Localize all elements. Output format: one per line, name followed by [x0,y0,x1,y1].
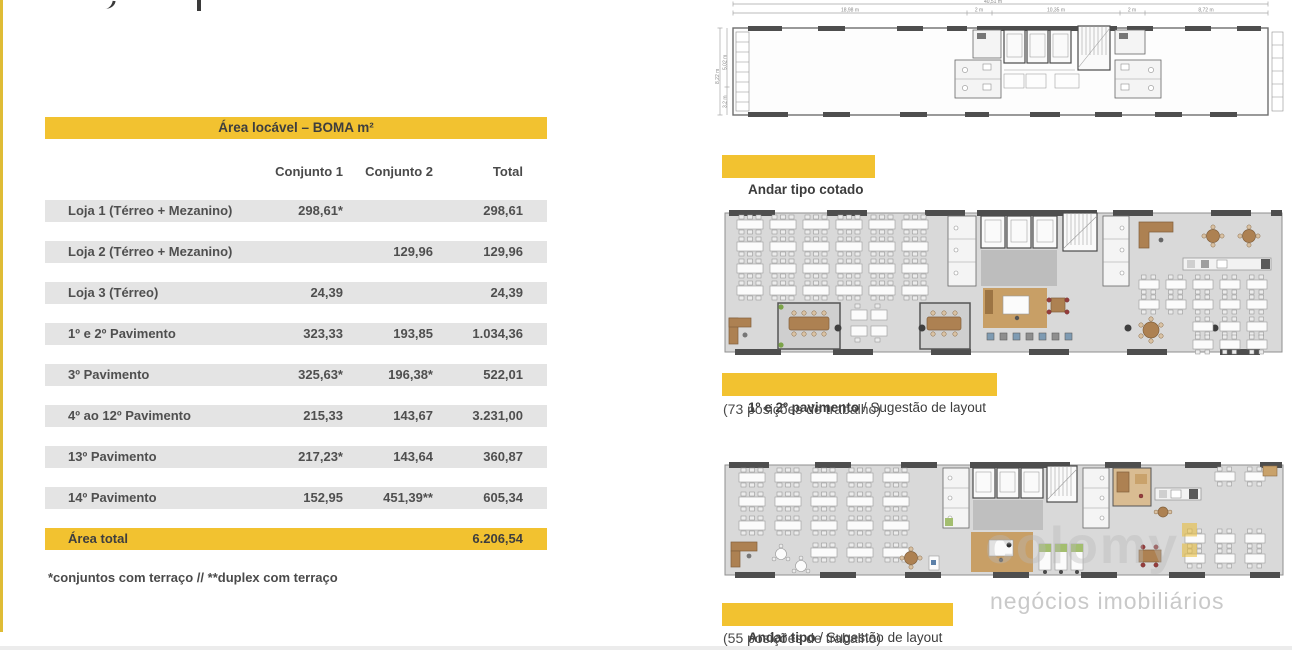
facade-piers [748,26,1261,117]
svg-text:5,02 m: 5,02 m [723,55,729,70]
table-row: Loja 3 (Térreo) 24,39 24,39 [45,282,547,304]
core-rooms [1003,69,1080,89]
small-desk-cluster [850,303,888,343]
table-row: 4º ao 12º Pavimento 215,33 143,67 3.231,… [45,405,547,427]
column-header-total: Total [492,164,523,179]
svg-text:18,98 m: 18,98 m [841,8,859,14]
open-plan-desks-right [1184,465,1278,569]
core [947,212,1130,341]
meeting-room [919,302,971,350]
column-header-conjunto2: Conjunto 2 [365,164,433,179]
core [954,25,1162,99]
plan-label-andar-tipo-cotado: Andar tipo cotado [722,155,875,197]
green-benches [1038,543,1084,574]
kitchen-counter [1153,487,1202,518]
elevator-lobby [973,500,1043,530]
small-meeting-table [1046,297,1070,315]
table-row: 3º Pavimento 325,63* 196,38* 522,01 [45,364,547,386]
stairwell [1046,465,1078,503]
waiting-chairs [986,332,1073,341]
dimension-lines: 40,51 m 18,98 m 2 m 10,35 m 2 m 8,72 m 8… [715,0,1269,116]
elevator-bank [1003,29,1072,64]
floor-plan-layout-tipo [724,462,1284,578]
watermark-tagline: negócios imobiliários [990,588,1225,614]
core [942,465,1152,574]
table-total-row: Área total 6.206,54 [45,528,547,550]
round-meeting-table [1138,316,1164,344]
bottom-edge-strip [0,646,1292,650]
facade-piers [729,462,1282,578]
cafe-tables [771,543,940,574]
table-row: Loja 1 (Térreo + Mezanino) 298,61* 298,6… [45,200,547,222]
svg-text:3,2 m: 3,2 m [723,95,729,108]
watermark-brand: colomy [985,516,1200,576]
column-header-conjunto1: Conjunto 1 [275,164,343,179]
table-row: 13º Pavimento 217,23* 143,64 360,87 [45,446,547,468]
elevator-bank [972,467,1044,499]
meeting-room [777,302,841,350]
svg-text:2 m: 2 m [975,8,983,14]
svg-text:8,22 m: 8,22 m [715,69,721,84]
plan-label-1-2-pavimento: 1º e 2º pavimento / Sugestão de layout [722,373,998,415]
copa-room [1112,467,1152,507]
cropped-title-fragment [102,0,116,10]
table-row: 14º Pavimento 152,95 451,39** 605,34 [45,487,547,509]
table-title-bar: Área locável – BOMA m² [45,117,547,139]
executive-desk [730,541,758,568]
executive-desk [728,317,752,345]
end-louvers [735,31,1284,112]
service-shafts [972,29,1146,59]
svg-text:10,35 m: 10,35 m [1047,8,1065,14]
watermark-logo-mark [1182,523,1198,557]
plan-label-andar-tipo: Andar tipo / Sugestão de layout [722,603,954,645]
areas-table: Área locável – BOMA m² Conjunto 1 Conjun… [45,117,547,585]
dim-total: 40,51 m [984,0,1002,5]
svg-text:8,72 m: 8,72 m [1198,8,1213,14]
meeting-table-red-chairs [1138,544,1162,568]
cropped-title-fragment [197,0,201,11]
kitchen-counter [1182,257,1272,271]
restrooms [954,59,1162,99]
elevator-bank [980,215,1058,249]
facade-piers [729,210,1282,355]
table-header-row: Conjunto 1 Conjunto 2 Total [45,163,547,181]
plan-caption-73-posicoes: (73 posições de trabalho) [723,401,881,417]
stairwell [1077,25,1111,71]
floor-plan-technical: 40,51 m 18,98 m 2 m 10,35 m 2 m 8,72 m 8… [715,0,1284,117]
stairwell [1062,212,1098,252]
table-footnote: *conjuntos com terraço // **duplex com t… [48,570,338,585]
left-accent-rule [0,0,3,632]
table-row: 1º e 2º Pavimento 323,33 193,85 1.034,36 [45,323,547,345]
lounge-area [1138,221,1261,249]
reception [971,532,1033,572]
floor-plan-layout-1-2 [724,210,1283,355]
table-row: Loja 2 (Térreo + Mezanino) 129,96 129,96 [45,241,547,263]
reception [983,288,1047,328]
elevator-lobby [981,250,1057,286]
svg-text:2 m: 2 m [1128,8,1136,14]
plan-caption-55-posicoes: (55 posições de trabalho) [723,630,881,646]
